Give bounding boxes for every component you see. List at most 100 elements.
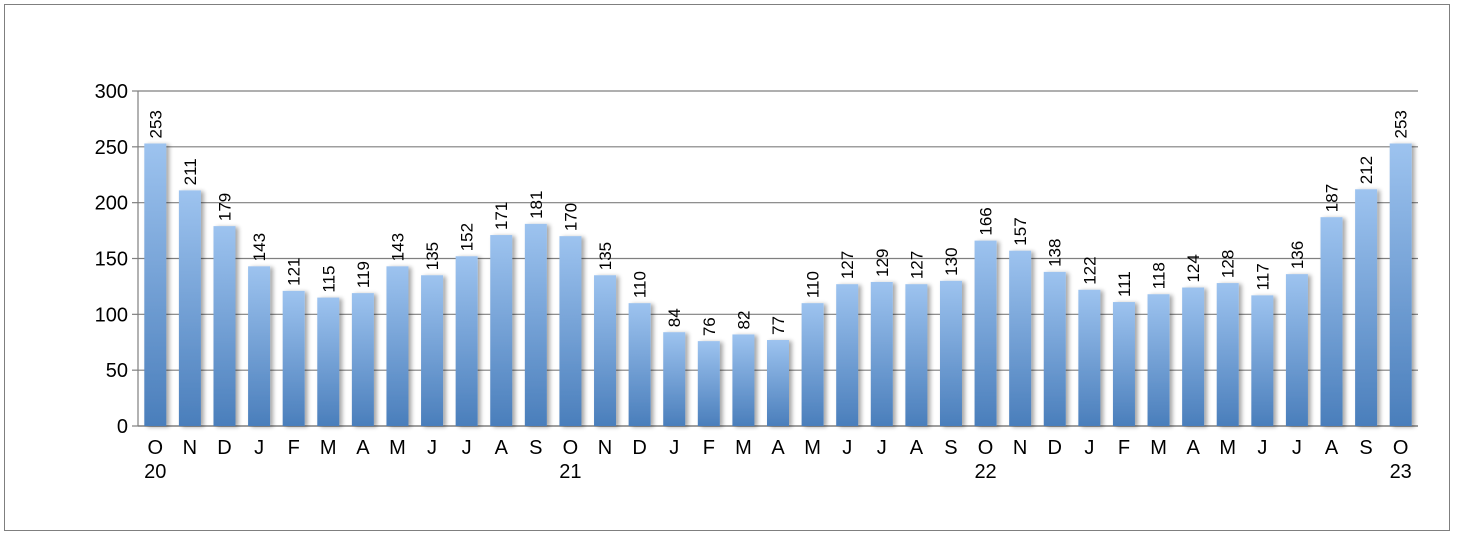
data-label: 76 — [700, 317, 719, 336]
x-tick-label-month: M — [1219, 437, 1236, 459]
y-tick-label: 0 — [117, 416, 128, 438]
data-label: 135 — [596, 242, 615, 270]
bar — [524, 223, 547, 426]
x-tick-label-month: O — [563, 437, 579, 459]
bar — [663, 332, 686, 426]
x-tick-label-year: 21 — [559, 461, 581, 483]
data-label: 166 — [977, 207, 996, 235]
x-tick-label-month: O — [978, 437, 994, 459]
data-label: 117 — [1253, 263, 1272, 290]
x-tick-label-month: A — [910, 437, 924, 459]
x-tick-label-month: J — [877, 437, 887, 459]
bar — [1355, 189, 1378, 426]
data-label: 143 — [250, 233, 269, 261]
data-label: 135 — [423, 242, 442, 270]
x-tick-label-month: M — [1150, 437, 1167, 459]
data-label: 187 — [1323, 184, 1342, 212]
x-tick-label-month: A — [495, 437, 509, 459]
x-tick-label-month: D — [217, 437, 231, 459]
bar — [732, 334, 755, 426]
y-tick-label: 150 — [95, 249, 128, 271]
x-tick-label-month: N — [598, 437, 612, 459]
bar — [974, 240, 997, 426]
data-label: 129 — [873, 249, 892, 277]
bar — [1112, 302, 1135, 426]
x-tick-label-month: J — [1292, 437, 1302, 459]
bar — [1389, 143, 1412, 426]
x-tick-label-month: N — [183, 437, 197, 459]
bar — [178, 190, 201, 426]
bar — [144, 143, 167, 426]
x-tick-label-month: J — [1084, 437, 1094, 459]
bar — [490, 235, 513, 426]
bar — [870, 281, 893, 426]
x-tick-label-month: O — [148, 437, 164, 459]
data-label: 253 — [1392, 110, 1411, 138]
data-label: 212 — [1357, 156, 1376, 184]
x-tick-label-month: S — [1359, 437, 1372, 459]
data-label: 119 — [354, 261, 373, 288]
y-tick-label: 200 — [95, 193, 128, 215]
chart-frame: 0 50 100 150 200 250 300 253 211 179 143 121 115 119… — [4, 4, 1450, 531]
bar — [317, 297, 340, 426]
x-tick-label-month: M — [735, 437, 752, 459]
bar — [836, 284, 859, 426]
x-tick-label-month: J — [427, 437, 437, 459]
x-tick-label-month: J — [842, 437, 852, 459]
x-tick-label-year: 23 — [1390, 461, 1412, 483]
x-tick-label-month: S — [529, 437, 542, 459]
bar — [282, 290, 305, 426]
data-label: 110 — [804, 271, 823, 298]
data-label: 170 — [561, 203, 580, 231]
bar — [386, 266, 409, 426]
data-label: 128 — [1219, 250, 1238, 278]
bar — [1009, 250, 1032, 426]
y-tick-label: 300 — [95, 81, 128, 103]
data-label: 127 — [907, 251, 926, 279]
x-tick-label-month: A — [771, 437, 785, 459]
x-tick-label-month: O — [1393, 437, 1409, 459]
x-tick-label-year: 22 — [974, 461, 996, 483]
bar — [1182, 287, 1205, 426]
bar — [351, 293, 374, 426]
bar-chart: 0 50 100 150 200 250 300 253 211 179 143 121 115 119… — [95, 81, 1418, 483]
bar — [455, 256, 478, 426]
x-tick-label-month: J — [462, 437, 472, 459]
x-tick-label-month: A — [1186, 437, 1200, 459]
data-label: 253 — [146, 110, 165, 138]
y-tick-label: 250 — [95, 137, 128, 159]
data-label: 181 — [527, 191, 546, 219]
data-label: 157 — [1011, 217, 1030, 245]
data-label: 110 — [631, 271, 650, 298]
data-label: 118 — [1150, 262, 1169, 289]
bar — [801, 303, 824, 426]
data-label: 152 — [458, 223, 477, 251]
bar — [248, 266, 271, 426]
data-label: 122 — [1080, 256, 1099, 284]
x-tick-label-month: S — [944, 437, 957, 459]
y-tick-label: 50 — [106, 360, 128, 382]
data-label: 124 — [1184, 254, 1203, 282]
x-tick-label-month: N — [1013, 437, 1027, 459]
data-label: 111 — [1115, 271, 1134, 297]
bar — [767, 340, 789, 426]
bar — [213, 226, 236, 426]
data-label: 84 — [665, 308, 684, 327]
bar — [1147, 294, 1170, 426]
data-labels: 253 211 179 143 121 115 119 143 135 152 171 181 170 1… — [146, 110, 1410, 336]
data-label: 115 — [319, 265, 338, 292]
x-tick-label-month: D — [1048, 437, 1062, 459]
bar — [1078, 289, 1101, 426]
data-label: 143 — [388, 233, 407, 261]
data-label: 121 — [285, 258, 304, 286]
bar — [1043, 271, 1066, 426]
bar — [559, 236, 582, 426]
data-label: 77 — [769, 316, 788, 335]
x-tick-label-month: M — [804, 437, 821, 459]
x-tick-label-month: A — [356, 437, 370, 459]
x-tick-label-month: A — [1325, 437, 1339, 459]
gridlines — [132, 90, 1418, 427]
bar — [905, 284, 928, 426]
bars — [144, 143, 1412, 426]
data-label: 138 — [1046, 239, 1065, 267]
